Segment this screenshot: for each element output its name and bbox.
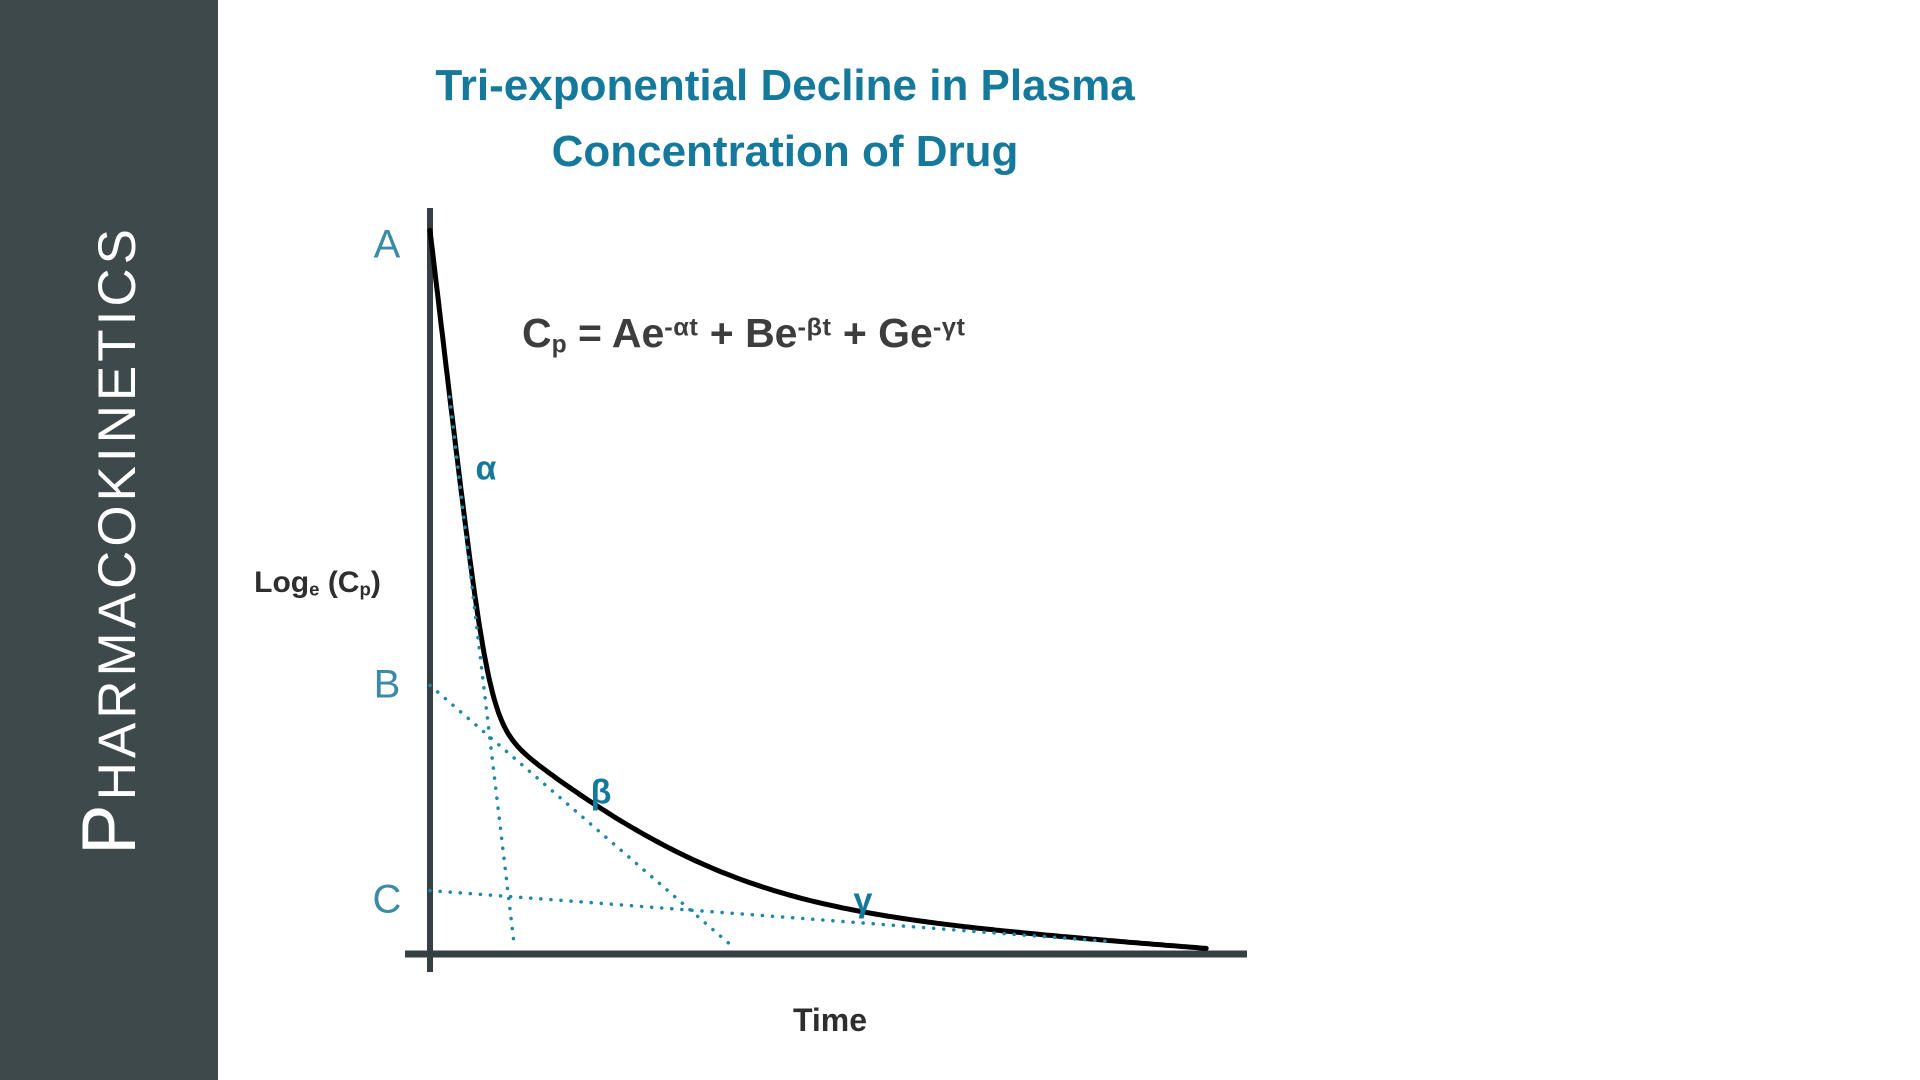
equation-plus2: +: [831, 310, 879, 356]
phase-label-gamma: γ: [853, 881, 873, 920]
equation-term1-exponent: -αt: [664, 313, 699, 342]
plasma-concentration-curve: [427, 227, 1209, 951]
chart-title: Tri-exponential Decline in Plasma Concen…: [380, 53, 1190, 183]
phase-label-alpha: α: [475, 449, 497, 488]
equation-lhs: C: [522, 310, 552, 356]
intercept-label-C: C: [372, 877, 402, 922]
equation-equals: =: [566, 310, 612, 356]
equation-lhs-subscript: p: [551, 331, 567, 359]
beta-phase-extrapolation-dotted-line: [428, 683, 736, 950]
equation-term3-exponent: -γt: [932, 313, 966, 342]
equation-term2: Be: [745, 310, 798, 356]
equation-term1: Ae: [611, 310, 665, 356]
title-line-2: Concentration of Drug: [551, 126, 1019, 176]
intercept-label-B: B: [373, 662, 401, 707]
equation-term2-exponent: -βt: [797, 313, 832, 342]
tri-exponential-equation: Cp = Ae-αt + Be-βt + Ge-γt: [522, 310, 965, 359]
y-axis-label: Loge (Cp): [254, 566, 381, 600]
intercept-label-A: A: [373, 222, 401, 267]
phase-label-beta: β: [590, 773, 612, 812]
x-axis-label: Time: [792, 1002, 868, 1038]
sidebar: Pharmacokinetics: [0, 0, 218, 1080]
equation-plus1: +: [698, 310, 746, 356]
gamma-phase-extrapolation-dotted-line: [428, 888, 1110, 944]
alpha-phase-extrapolation-dotted-line: [447, 395, 516, 947]
title-line-1: Tri-exponential Decline in Plasma: [435, 61, 1135, 111]
equation-term3: Ge: [878, 310, 933, 356]
